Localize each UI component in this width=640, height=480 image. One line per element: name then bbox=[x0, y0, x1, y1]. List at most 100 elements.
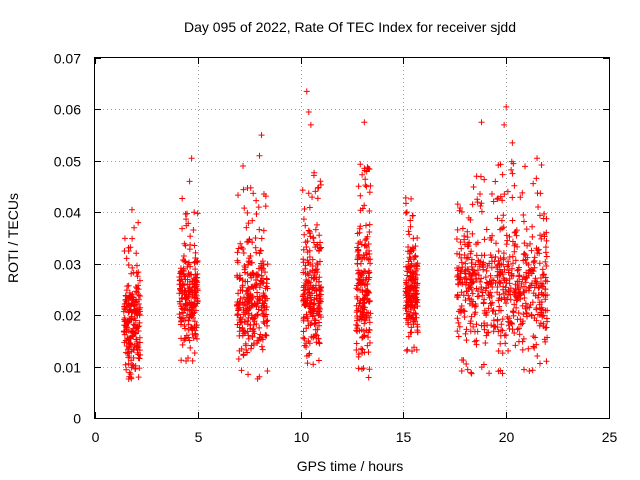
data-point bbox=[510, 309, 517, 316]
data-point bbox=[478, 275, 485, 282]
data-point bbox=[182, 325, 189, 332]
data-point bbox=[407, 315, 414, 322]
data-point bbox=[177, 314, 184, 321]
data-point bbox=[235, 305, 242, 312]
data-point bbox=[359, 287, 366, 294]
data-point bbox=[511, 291, 518, 298]
data-point bbox=[364, 287, 371, 294]
data-point bbox=[236, 272, 243, 279]
data-point bbox=[125, 319, 132, 326]
data-point bbox=[538, 282, 545, 289]
data-point bbox=[407, 217, 414, 224]
data-point bbox=[363, 183, 370, 190]
data-point bbox=[497, 332, 504, 339]
data-point bbox=[543, 253, 550, 260]
data-point bbox=[511, 301, 518, 308]
data-point bbox=[130, 325, 137, 332]
data-point bbox=[504, 237, 511, 244]
data-point bbox=[183, 216, 190, 223]
data-point bbox=[355, 351, 362, 358]
data-point bbox=[464, 288, 471, 295]
data-point bbox=[536, 212, 543, 219]
data-point bbox=[239, 282, 246, 289]
y-tick-label: 0 bbox=[73, 411, 81, 427]
data-point bbox=[500, 256, 507, 263]
data-point bbox=[256, 334, 263, 341]
data-point bbox=[405, 319, 412, 326]
data-point bbox=[122, 317, 129, 324]
data-point bbox=[242, 264, 249, 271]
data-point bbox=[538, 161, 545, 168]
data-point bbox=[264, 317, 271, 324]
data-point bbox=[463, 326, 470, 333]
data-point bbox=[303, 277, 310, 284]
data-point bbox=[316, 232, 323, 239]
data-point bbox=[359, 270, 366, 277]
data-point bbox=[180, 253, 187, 260]
data-point bbox=[263, 280, 270, 287]
data-point bbox=[488, 191, 495, 198]
data-point bbox=[258, 235, 265, 242]
data-point bbox=[260, 292, 267, 299]
data-point bbox=[251, 315, 258, 322]
data-point bbox=[183, 332, 190, 339]
data-point bbox=[468, 369, 475, 376]
data-point bbox=[262, 297, 269, 304]
data-point bbox=[470, 267, 477, 274]
data-point bbox=[475, 293, 482, 300]
data-point bbox=[529, 233, 536, 240]
data-point bbox=[455, 273, 462, 280]
data-point bbox=[485, 291, 492, 298]
data-point bbox=[179, 195, 186, 202]
data-point bbox=[466, 276, 473, 283]
data-point bbox=[128, 293, 135, 300]
data-point bbox=[533, 341, 540, 348]
data-point bbox=[363, 222, 370, 229]
data-point bbox=[121, 316, 128, 323]
data-point bbox=[123, 300, 130, 307]
data-point bbox=[516, 272, 523, 279]
data-point bbox=[544, 278, 551, 285]
data-point bbox=[355, 246, 362, 253]
data-point bbox=[186, 178, 193, 185]
data-point bbox=[455, 281, 462, 288]
data-point bbox=[498, 217, 505, 224]
data-point bbox=[543, 358, 550, 365]
data-point bbox=[354, 315, 361, 322]
data-point bbox=[506, 253, 513, 260]
data-point bbox=[258, 272, 265, 279]
data-point bbox=[129, 328, 136, 335]
data-point bbox=[477, 202, 484, 209]
data-point bbox=[516, 278, 523, 285]
data-point bbox=[403, 347, 410, 354]
data-point bbox=[250, 190, 257, 197]
data-point bbox=[501, 266, 508, 273]
data-point bbox=[194, 335, 201, 342]
data-point bbox=[502, 340, 509, 347]
data-point bbox=[240, 352, 247, 359]
data-point bbox=[254, 289, 261, 296]
data-point bbox=[234, 312, 241, 319]
data-point bbox=[357, 281, 364, 288]
data-point bbox=[300, 291, 307, 298]
data-point bbox=[307, 268, 314, 275]
data-point bbox=[533, 305, 540, 312]
data-point bbox=[512, 257, 519, 264]
data-point bbox=[353, 321, 360, 328]
data-point bbox=[535, 285, 542, 292]
data-point bbox=[514, 296, 521, 303]
data-point bbox=[135, 219, 142, 226]
data-point bbox=[179, 341, 186, 348]
data-point bbox=[133, 344, 140, 351]
data-point bbox=[360, 252, 367, 259]
data-point bbox=[125, 344, 132, 351]
data-point bbox=[464, 266, 471, 273]
data-point bbox=[364, 342, 371, 349]
data-point bbox=[300, 246, 307, 253]
data-point bbox=[488, 293, 495, 300]
data-point bbox=[311, 272, 318, 279]
data-point bbox=[258, 343, 265, 350]
data-point bbox=[523, 274, 530, 281]
data-point bbox=[315, 304, 322, 311]
data-point bbox=[236, 316, 243, 323]
